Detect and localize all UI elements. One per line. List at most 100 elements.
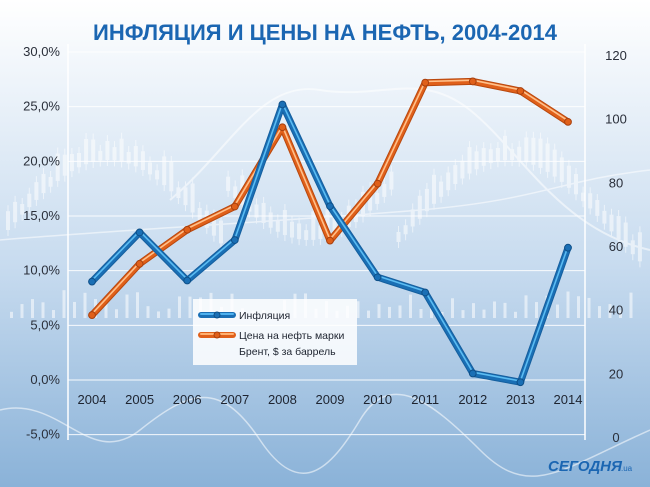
point-oil [373, 179, 382, 188]
legend-marker-inflation [213, 311, 221, 319]
background-candle [290, 221, 294, 238]
right-tick-label: 0 [612, 430, 619, 445]
x-axis: 2004 2005 2006 2007 2008 2009 2010 2011 2012 2013… [78, 392, 583, 407]
background-candle [311, 211, 316, 240]
background-volume-bar [62, 290, 66, 318]
background-volume-bar [367, 310, 370, 318]
background-candle [20, 204, 25, 215]
background-candle [148, 162, 152, 175]
background-volume-bar [73, 301, 76, 318]
background-candle [410, 209, 415, 227]
point-inflation [326, 202, 334, 211]
left-tick-label: 15,0% [23, 208, 60, 223]
point-oil [88, 311, 96, 319]
background-candle [517, 146, 522, 161]
background-candle [197, 207, 202, 221]
background-candle [219, 220, 223, 244]
background-candle [602, 210, 607, 224]
background-candle [474, 151, 479, 170]
background-candle [396, 232, 401, 242]
left-axis: 30,0% 25,0% 20,0% 15,0% 10,0% 5,0% 0,0% -5,0% [23, 44, 60, 442]
background-volume-bar [146, 306, 150, 318]
left-tick-label: 30,0% [23, 44, 60, 59]
background-curve [0, 169, 650, 241]
background-curve [169, 87, 650, 251]
background-candle [552, 149, 557, 177]
left-tick-label: 25,0% [23, 99, 60, 114]
background-candle [190, 183, 195, 213]
left-tick-label: 5,0% [30, 317, 60, 332]
background-candle [538, 138, 543, 168]
x-tick-label: 2008 [268, 392, 297, 407]
background-candle [69, 154, 74, 172]
background-volume-bar [577, 296, 580, 318]
background-candle [62, 154, 67, 176]
background-candle [481, 148, 486, 166]
point-inflation [135, 228, 144, 237]
x-tick-label: 2009 [316, 392, 345, 407]
background-volume-bar [608, 304, 612, 318]
background-candle [6, 211, 10, 230]
legend-marker-oil [213, 331, 221, 339]
background-candle [403, 225, 408, 235]
right-tick-label: 120 [605, 48, 627, 63]
background-candle [226, 176, 231, 191]
x-tick-label: 2013 [506, 392, 535, 407]
background-volume-bar [619, 310, 622, 318]
background-volume-bar [587, 297, 591, 318]
point-oil [516, 87, 525, 95]
background-candle [126, 152, 131, 164]
background-volume-bar [377, 304, 381, 318]
background-candle [169, 161, 174, 192]
point-inflation [516, 378, 525, 387]
background-candle [112, 147, 117, 161]
right-axis: 120 100 80 60 40 20 0 [605, 48, 627, 445]
background-candle [211, 215, 216, 236]
background-candle [304, 230, 309, 240]
point-inflation [278, 100, 287, 109]
background-candle [595, 200, 600, 216]
background-candle [318, 225, 323, 239]
background-candle [325, 209, 330, 238]
background-candle [609, 214, 614, 232]
left-tick-label: 0,0% [30, 372, 60, 387]
background-candle [566, 165, 571, 188]
x-tick-label: 2005 [125, 392, 154, 407]
point-inflation [564, 243, 572, 252]
background-candle [275, 220, 280, 232]
background-candle [233, 186, 238, 199]
background-volume-bar [524, 295, 528, 318]
background-candle [432, 174, 436, 204]
background-volume-bar [556, 304, 559, 318]
background-volume-bar [20, 304, 24, 318]
background-candle [332, 216, 337, 235]
point-inflation [230, 236, 239, 244]
background-candle [133, 146, 138, 167]
background-market-graphic [0, 87, 650, 477]
background-volume-bar [419, 308, 423, 318]
background-candle [453, 165, 458, 185]
left-tick-label: 20,0% [23, 153, 60, 168]
background-candle [389, 171, 394, 190]
x-tick-label: 2014 [554, 392, 583, 407]
point-oil [278, 123, 287, 132]
point-oil [468, 77, 477, 86]
point-oil [135, 259, 144, 268]
background-candle [417, 195, 422, 219]
background-candle [84, 139, 89, 165]
brand-logo: СЕГОДНЯ .ua [548, 458, 633, 475]
background-volume-bar [104, 301, 108, 318]
background-candle [488, 149, 493, 164]
background-candle [467, 147, 472, 174]
right-tick-label: 80 [609, 175, 623, 190]
background-candle [13, 201, 18, 223]
point-oil [421, 78, 430, 87]
background-volume-bar [598, 306, 601, 318]
background-candle [531, 137, 536, 165]
background-volume-bar [398, 305, 402, 318]
right-tick-label: 40 [609, 303, 623, 318]
point-inflation [88, 277, 96, 286]
background-volume-bar [178, 296, 181, 318]
background-candle [630, 240, 635, 255]
